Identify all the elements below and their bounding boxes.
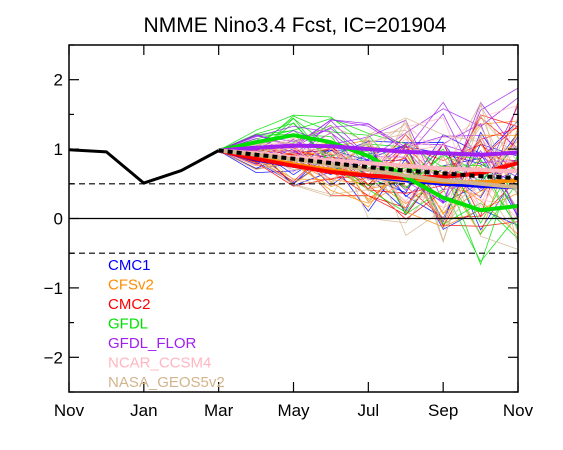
x-tick-label: Mar bbox=[204, 401, 234, 420]
y-tick-label: 0 bbox=[54, 210, 63, 229]
legend-label-cmc2: CMC2 bbox=[108, 296, 151, 313]
observed-line bbox=[69, 148, 220, 185]
legend-label-nasa-geos5v2: NASA_GEOS5v2 bbox=[108, 374, 225, 391]
axes: Nov Jan Mar May Jul Sep Nov 2 1 0 −1 −2 bbox=[44, 44, 534, 420]
x-tick-label: Jul bbox=[357, 401, 379, 420]
chart-title: NMME Nino3.4 Fcst, IC=201904 bbox=[144, 14, 447, 37]
legend-label-gfdl: GFDL bbox=[108, 316, 148, 333]
series-line-gfdl bbox=[218, 133, 518, 213]
legend: CMC1 CFSv2 CMC2 GFDL GFDL_FLOR NCAR_CCSM4 NASA… bbox=[108, 257, 225, 391]
y-tick-label: −2 bbox=[44, 348, 63, 367]
x-tick-label: Sep bbox=[428, 401, 458, 420]
y-tick-label: 1 bbox=[54, 140, 63, 159]
y-tick-label: 2 bbox=[54, 71, 63, 90]
x-tick-label: Jan bbox=[130, 401, 157, 420]
legend-label-cmc1: CMC1 bbox=[108, 257, 151, 274]
legend-label-gfdl-flor: GFDL_FLOR bbox=[108, 335, 197, 352]
member-line-gfdl bbox=[218, 122, 518, 235]
member-line-nasa-geos5v2 bbox=[218, 136, 518, 250]
member-line-gfdl bbox=[218, 118, 518, 266]
series-line-nasa-geos5v2 bbox=[218, 148, 518, 190]
series-line-cmc2 bbox=[218, 148, 518, 180]
x-tick-label: Nov bbox=[54, 401, 85, 420]
x-tick-label: May bbox=[277, 401, 310, 420]
legend-label-cfsv2: CFSv2 bbox=[108, 277, 154, 294]
legend-label-ncar-ccsm4: NCAR_CCSM4 bbox=[108, 355, 211, 372]
y-tick-label: −1 bbox=[44, 279, 63, 298]
reference-lines bbox=[69, 183, 518, 254]
x-tick-label: Nov bbox=[503, 401, 534, 420]
series-line-gfdl-flor bbox=[218, 143, 518, 157]
member-line-gfdl bbox=[218, 114, 518, 263]
model-mean-lines bbox=[69, 133, 518, 213]
